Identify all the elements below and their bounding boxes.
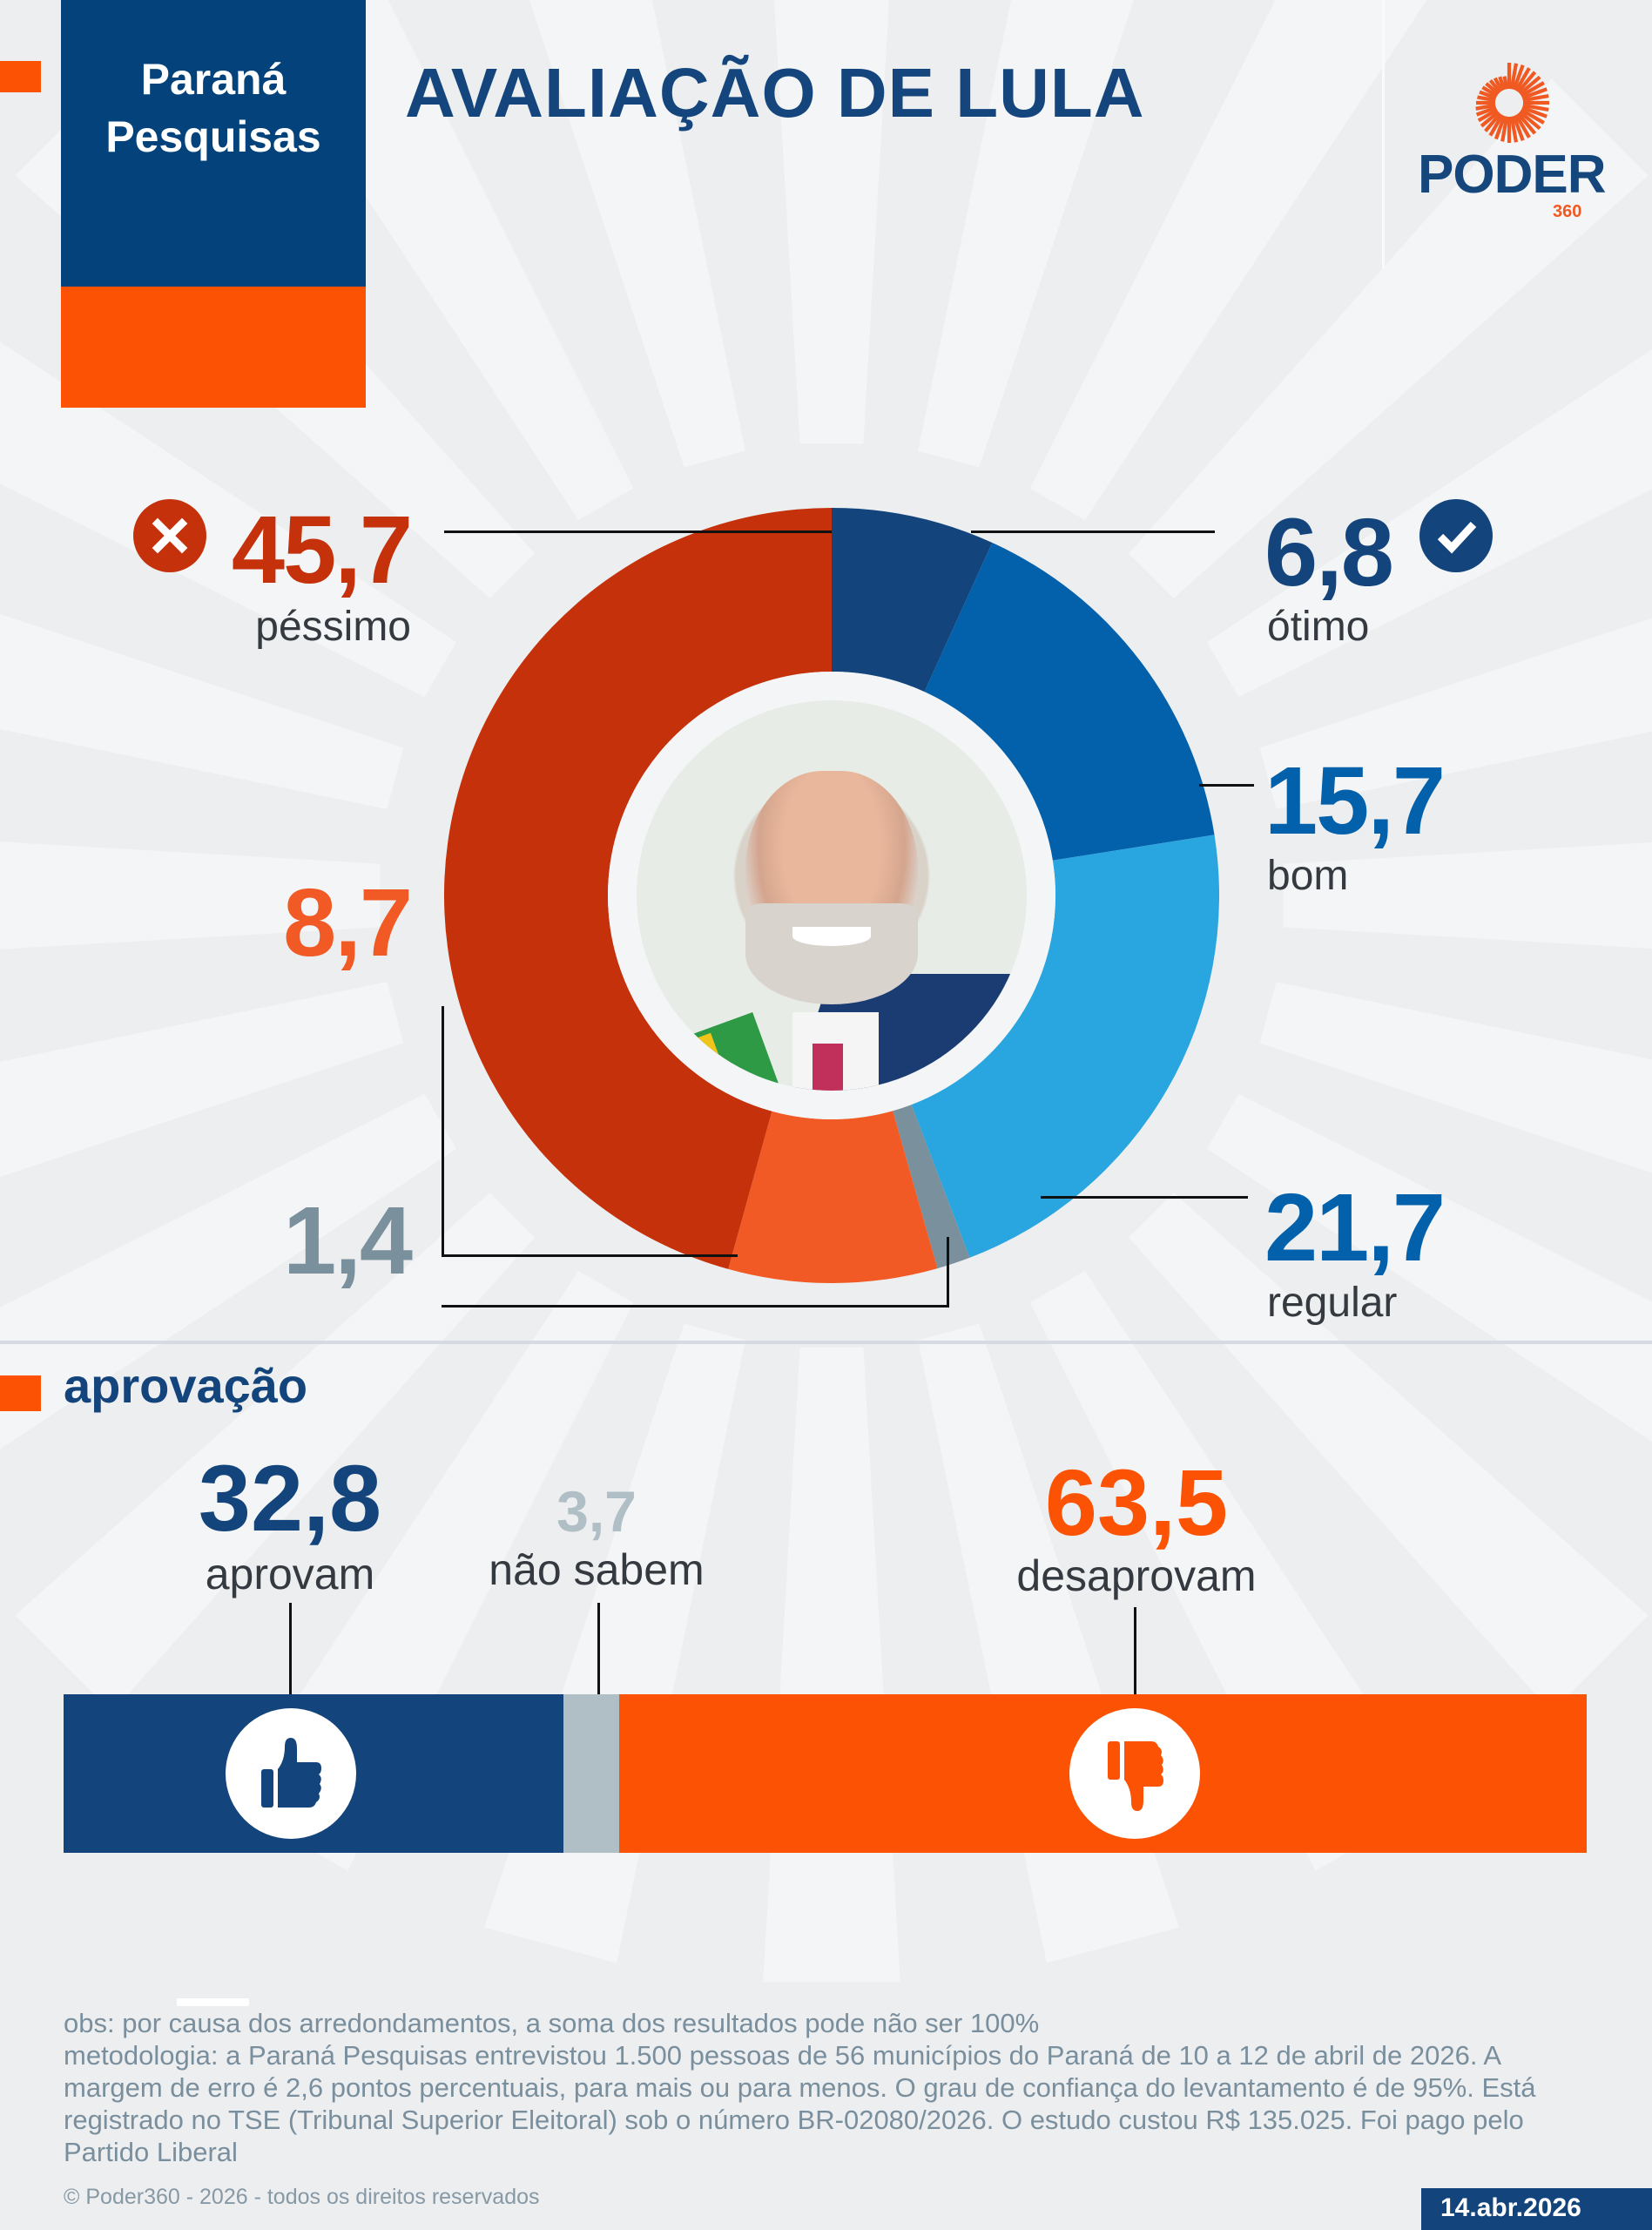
pollster-mark-panel	[61, 287, 366, 2006]
bom-label: bom	[1267, 853, 1349, 899]
approval-section-title: aprovação	[64, 1358, 308, 1413]
regular-leader-line	[1041, 1196, 1248, 1199]
donut-segment-ruim	[728, 1111, 938, 1283]
nao-sabem-bar	[563, 1694, 619, 1853]
nao-sabem-label: não sabem	[489, 1545, 705, 1594]
aprovam-label: aprovam	[205, 1550, 375, 1598]
ruim-leader-vertical	[442, 1006, 444, 1257]
check-circle-icon	[1419, 499, 1493, 572]
section-divider	[0, 1341, 1652, 1344]
aprovam-leader	[289, 1603, 292, 1694]
poder-wordmark: PODER	[1418, 145, 1606, 205]
otimo-leader-line	[971, 530, 1215, 533]
desaprovam-value: 63,5	[1044, 1450, 1229, 1555]
obs-note: obs: por causa dos arredondamentos, a so…	[64, 2008, 1040, 2038]
desaprovam-label: desaprovam	[1016, 1551, 1257, 1600]
donut-segment-ótimo	[832, 508, 993, 693]
nao-sabem-value: 3,7	[556, 1479, 637, 1544]
ruim-leader-horizontal	[442, 1254, 738, 1257]
donut-segment-regular	[911, 835, 1220, 1258]
nao-sabe-leader-horizontal	[442, 1305, 949, 1308]
thumbs-up-icon	[226, 1708, 356, 1839]
pollster-name: Paraná Pesquisas	[105, 55, 321, 161]
date-badge: 14.abr.2026	[1421, 2188, 1652, 2230]
bom-leader-line	[1199, 784, 1254, 787]
otimo-value: 6,8	[1264, 499, 1394, 606]
date-text: 14.abr.2026	[1440, 2193, 1581, 2222]
accent-square	[0, 61, 41, 92]
footnote: obs: por causa dos arredondamentos, a so…	[64, 2007, 1596, 2168]
aprovam-value: 32,8	[198, 1445, 382, 1551]
nao-sabe-value: 1,4	[283, 1187, 413, 1294]
poder360-sun-icon	[1475, 63, 1549, 143]
header-separator	[1382, 0, 1385, 268]
pessimo-label: péssimo	[255, 604, 411, 650]
donut-segment-não-sabe	[893, 1105, 970, 1269]
section-accent-square	[0, 1375, 41, 1411]
donut-segment-péssimo	[443, 508, 832, 1269]
copyright: © Poder360 - 2026 - todos os direitos re…	[64, 2185, 540, 2209]
donut-segment-bom	[924, 543, 1215, 861]
methodology-note: metodologia: a Paraná Pesquisas entrevis…	[64, 2040, 1536, 2167]
pollster-logo-box: Paraná Pesquisas	[61, 0, 366, 2006]
lula-portrait	[637, 700, 1027, 1091]
pessimo-leader-line	[444, 530, 832, 533]
page-title: AVALIAÇÃO DE LULA	[405, 54, 1145, 132]
bom-value: 15,7	[1264, 747, 1446, 855]
nao-sabem-leader	[597, 1603, 600, 1694]
otimo-label: ótimo	[1267, 604, 1370, 650]
ruim-value: 8,7	[283, 869, 413, 976]
pollster-name-panel: Paraná Pesquisas	[61, 0, 366, 287]
thumbs-down-icon	[1069, 1708, 1200, 1839]
nao-sabe-leader-vertical	[947, 1237, 949, 1308]
pessimo-value: 45,7	[231, 497, 413, 604]
regular-label: regular	[1267, 1280, 1398, 1326]
poder-360-wordmark: 360	[1553, 202, 1582, 221]
desaprovam-leader	[1134, 1607, 1136, 1694]
regular-value: 21,7	[1264, 1174, 1446, 1281]
x-circle-icon	[133, 499, 206, 572]
